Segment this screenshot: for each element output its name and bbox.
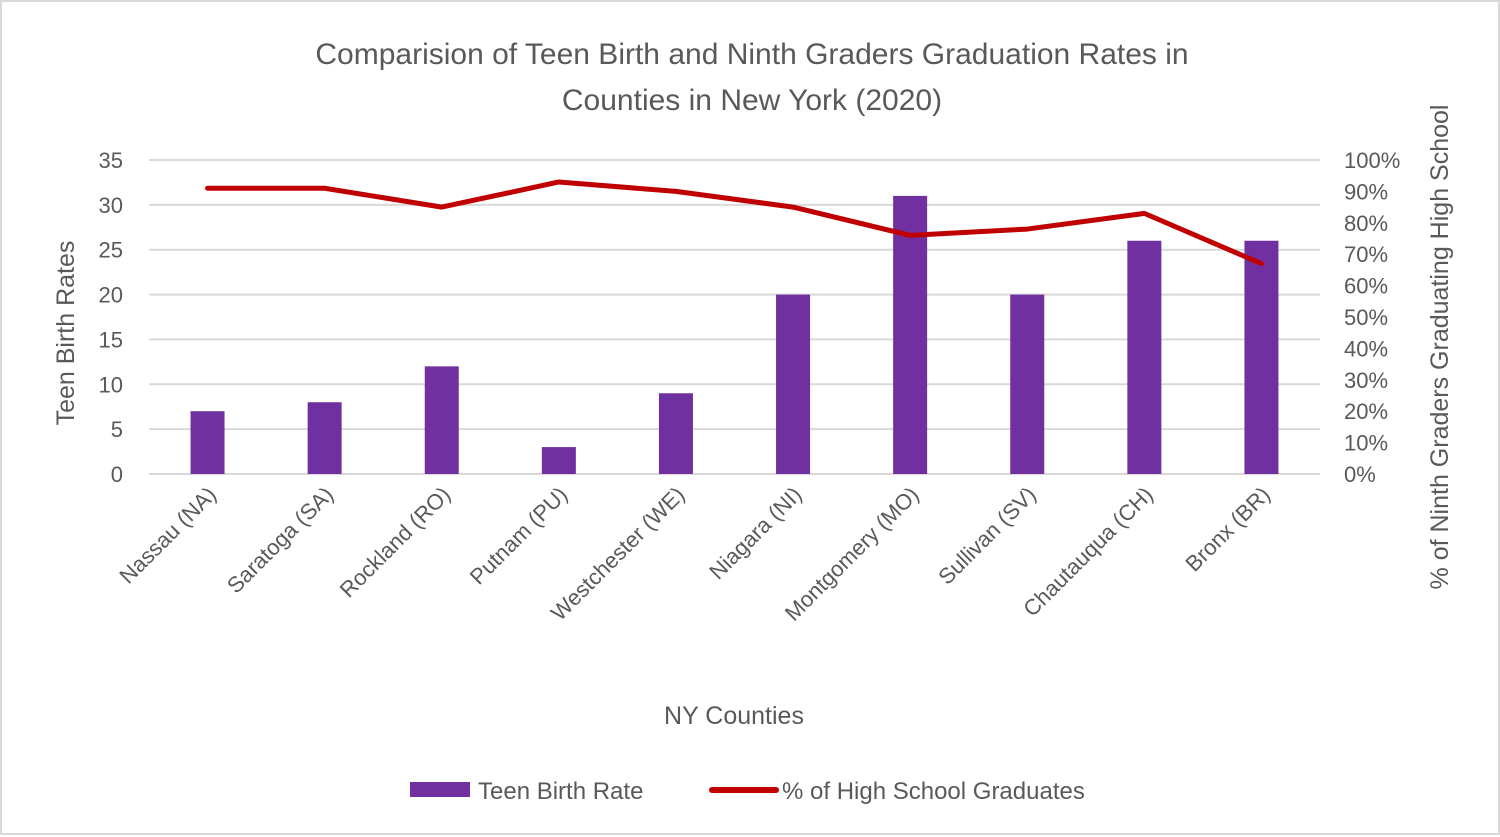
bar-westchester-we xyxy=(659,393,693,474)
x-tick-label: Nassau (NA) xyxy=(114,482,221,589)
x-tick-label: Putnam (PU) xyxy=(465,482,573,590)
x-tick-label: Bronx (BR) xyxy=(1180,482,1275,577)
bar-nassau-na xyxy=(191,411,225,474)
y-tick-label: 10 xyxy=(99,372,123,397)
bar-saratoga-sa xyxy=(308,402,342,474)
legend-swatch-teen-birth-rate xyxy=(410,782,470,797)
y-tick-label: 0 xyxy=(111,462,123,487)
graduation-rate-line xyxy=(208,182,1262,264)
y2-tick-label: 90% xyxy=(1344,179,1388,204)
y2-tick-label: 80% xyxy=(1344,211,1388,236)
x-tick-label: Rockland (RO) xyxy=(335,482,456,603)
y-tick-label: 25 xyxy=(99,238,123,263)
x-tick-label: Chautauqua (CH) xyxy=(1018,482,1158,622)
y-tick-label: 30 xyxy=(99,193,123,218)
legend-label-teen-birth-rate: Teen Birth Rate xyxy=(478,778,643,805)
y-axis-title: Teen Birth Rates xyxy=(52,241,80,426)
x-tick-label: Sullivan (SV) xyxy=(933,482,1041,590)
y-tick-label: 5 xyxy=(111,417,123,442)
y2-tick-label: 70% xyxy=(1344,242,1388,267)
x-tick-label: Niagara (NI) xyxy=(704,482,806,584)
y-tick-label: 35 xyxy=(99,148,123,173)
bar-putnam-pu xyxy=(542,447,576,474)
chart-title-line-2: Counties in New York (2020) xyxy=(562,84,942,117)
chart-title-line-1: Comparision of Teen Birth and Ninth Grad… xyxy=(315,38,1188,71)
bar-rockland-ro xyxy=(425,366,459,474)
bar-bronx-br xyxy=(1244,241,1278,474)
bar-chautauqua-ch xyxy=(1127,241,1161,474)
chart-title: Comparision of Teen Birth and Ninth Grad… xyxy=(315,38,1188,117)
y2-tick-label: 20% xyxy=(1344,399,1388,424)
x-axis-title: NY Counties xyxy=(664,702,804,730)
y2-tick-label: 0% xyxy=(1344,462,1376,487)
bar-niagara-ni xyxy=(776,295,810,474)
y2-tick-label: 50% xyxy=(1344,305,1388,330)
category-axis-labels: Nassau (NA)Saratoga (SA)Rockland (RO)Put… xyxy=(114,482,1275,626)
y2-tick-label: 10% xyxy=(1344,431,1388,456)
graduation-rate-line-group xyxy=(207,182,1261,264)
x-tick-label: Saratoga (SA) xyxy=(222,482,338,598)
right-axis-ticks: 0% 10% 20% 30% 40% 50% 60% 70% 80% 90% 100% xyxy=(1344,148,1400,487)
bar-sullivan-sv xyxy=(1010,295,1044,474)
y2-axis-title: % of Ninth Graders Graduating High Schoo… xyxy=(1426,105,1454,590)
y2-tick-label: 60% xyxy=(1344,274,1388,299)
teen-birth-rate-bars xyxy=(191,196,1279,474)
y2-tick-label: 40% xyxy=(1344,336,1388,361)
legend: Teen Birth Rate % of High School Graduat… xyxy=(410,778,1085,805)
left-axis-ticks: 0 5 10 15 20 25 30 35 xyxy=(99,148,123,487)
y2-tick-label: 30% xyxy=(1344,368,1388,393)
y-tick-label: 20 xyxy=(99,283,123,308)
y-tick-label: 15 xyxy=(99,327,123,352)
y2-tick-label: 100% xyxy=(1344,148,1400,173)
legend-label-graduates: % of High School Graduates xyxy=(782,778,1085,805)
